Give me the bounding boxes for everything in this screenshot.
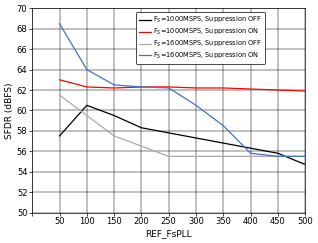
F$_S$=1000MSPS, Suppression OFF	[221, 142, 225, 145]
F$_S$=1000MSPS, Suppression OFF	[85, 104, 89, 107]
F$_S$=1600MSPS, Suppression ON	[140, 86, 143, 88]
F$_S$=1600MSPS, Suppression OFF	[194, 155, 198, 158]
F$_S$=1000MSPS, Suppression ON	[167, 86, 171, 88]
Line: F$_S$=1600MSPS, Suppression OFF: F$_S$=1600MSPS, Suppression OFF	[59, 95, 305, 156]
F$_S$=1000MSPS, Suppression OFF	[276, 152, 280, 155]
F$_S$=1000MSPS, Suppression ON	[140, 86, 143, 88]
F$_S$=1000MSPS, Suppression OFF	[58, 134, 61, 137]
F$_S$=1000MSPS, Suppression ON	[249, 87, 252, 90]
F$_S$=1600MSPS, Suppression ON	[167, 87, 171, 89]
F$_S$=1600MSPS, Suppression ON	[276, 155, 280, 158]
F$_S$=1600MSPS, Suppression OFF	[58, 94, 61, 96]
F$_S$=1600MSPS, Suppression OFF	[85, 114, 89, 117]
Y-axis label: SFDR (dBFS): SFDR (dBFS)	[5, 82, 14, 139]
F$_S$=1600MSPS, Suppression OFF	[276, 155, 280, 158]
Line: F$_S$=1600MSPS, Suppression ON: F$_S$=1600MSPS, Suppression ON	[59, 24, 305, 156]
F$_S$=1000MSPS, Suppression OFF	[167, 131, 171, 134]
Line: F$_S$=1000MSPS, Suppression OFF: F$_S$=1000MSPS, Suppression OFF	[59, 105, 305, 165]
F$_S$=1600MSPS, Suppression OFF	[167, 155, 171, 158]
F$_S$=1000MSPS, Suppression OFF	[194, 137, 198, 139]
F$_S$=1600MSPS, Suppression ON	[58, 22, 61, 25]
F$_S$=1600MSPS, Suppression ON	[112, 83, 116, 86]
F$_S$=1000MSPS, Suppression ON	[276, 88, 280, 91]
F$_S$=1000MSPS, Suppression OFF	[303, 163, 307, 166]
Legend: F$_S$=1000MSPS, Suppression OFF, F$_S$=1000MSPS, Suppression ON, F$_S$=1600MSPS,: F$_S$=1000MSPS, Suppression OFF, F$_S$=1…	[136, 12, 265, 64]
F$_S$=1600MSPS, Suppression ON	[249, 152, 252, 155]
F$_S$=1000MSPS, Suppression ON	[58, 78, 61, 81]
F$_S$=1000MSPS, Suppression ON	[194, 87, 198, 89]
F$_S$=1600MSPS, Suppression OFF	[249, 155, 252, 158]
F$_S$=1600MSPS, Suppression OFF	[140, 145, 143, 148]
F$_S$=1600MSPS, Suppression OFF	[112, 134, 116, 137]
F$_S$=1000MSPS, Suppression ON	[221, 87, 225, 89]
Line: F$_S$=1000MSPS, Suppression ON: F$_S$=1000MSPS, Suppression ON	[59, 80, 305, 91]
F$_S$=1600MSPS, Suppression ON	[221, 124, 225, 127]
F$_S$=1000MSPS, Suppression OFF	[249, 147, 252, 150]
F$_S$=1600MSPS, Suppression OFF	[303, 155, 307, 158]
F$_S$=1000MSPS, Suppression OFF	[112, 114, 116, 117]
F$_S$=1600MSPS, Suppression ON	[303, 155, 307, 158]
F$_S$=1000MSPS, Suppression OFF	[140, 126, 143, 129]
F$_S$=1000MSPS, Suppression ON	[303, 90, 307, 93]
F$_S$=1000MSPS, Suppression ON	[85, 86, 89, 88]
X-axis label: REF_FsPLL: REF_FsPLL	[145, 229, 192, 238]
F$_S$=1000MSPS, Suppression ON	[112, 87, 116, 89]
F$_S$=1600MSPS, Suppression OFF	[221, 155, 225, 158]
F$_S$=1600MSPS, Suppression ON	[85, 68, 89, 71]
F$_S$=1600MSPS, Suppression ON	[194, 104, 198, 107]
